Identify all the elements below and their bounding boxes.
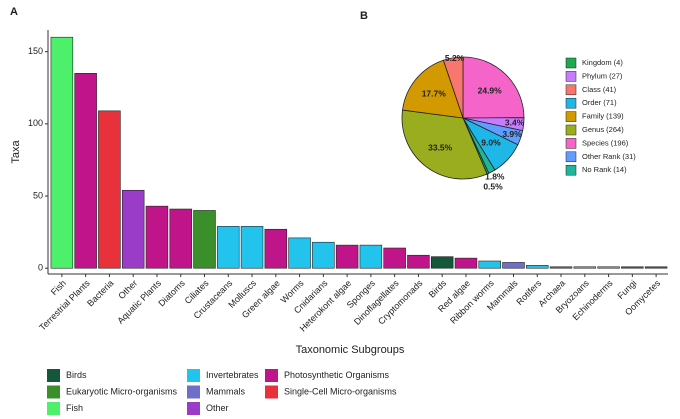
bar	[169, 208, 192, 269]
bar	[193, 210, 216, 269]
legend-label: Class (41)	[582, 85, 617, 94]
bar	[288, 237, 311, 269]
pie-value-label: 3.4%	[505, 118, 525, 128]
legend-swatch	[565, 138, 577, 149]
legend-swatch	[187, 385, 200, 399]
legend-swatch	[565, 164, 577, 176]
legend-label: Family (139)	[582, 112, 624, 121]
bar	[74, 73, 97, 269]
bar	[264, 228, 288, 269]
legend-swatch	[565, 57, 577, 69]
bar	[549, 266, 573, 269]
bar	[121, 189, 145, 269]
bar	[312, 241, 335, 269]
legend-swatch	[265, 385, 278, 399]
bar	[621, 266, 644, 269]
pie-value-label: 3.9%	[502, 129, 522, 139]
bar	[502, 262, 525, 269]
legend-label: Fish	[66, 403, 83, 413]
legend-label: Other Rank (31)	[582, 152, 636, 161]
bar	[50, 36, 74, 269]
legend-swatch	[565, 151, 577, 163]
legend-swatch	[47, 402, 60, 415]
bar	[359, 244, 383, 269]
legend-swatch	[565, 71, 577, 82]
pie-value-label: 33.5%	[428, 142, 453, 152]
legend-swatch	[565, 111, 577, 122]
legend-swatch	[565, 97, 577, 109]
y-tick-label: 0	[38, 263, 43, 273]
legend-label: Species (196)	[582, 138, 629, 147]
pie-slice	[442, 56, 464, 119]
pie-slice	[402, 59, 464, 119]
pie-value-label: 9.0%	[481, 138, 501, 148]
y-tick-label: 100	[28, 118, 43, 128]
bar	[407, 254, 430, 269]
bar	[217, 226, 240, 269]
panel-label: B	[360, 10, 368, 22]
y-axis-title: Taxa	[10, 140, 22, 164]
pie-value-label: 5.2%	[445, 53, 465, 63]
legend-label: Single-Cell Micro-organisms	[284, 386, 397, 396]
panel-label: A	[10, 6, 18, 18]
legend-swatch	[187, 369, 200, 382]
legend-label: No Rank (14)	[582, 165, 627, 174]
legend-swatch	[47, 369, 60, 382]
legend-label: Phylum (27)	[582, 71, 623, 80]
pie-slice	[401, 109, 488, 180]
y-tick-label: 50	[33, 190, 43, 200]
legend-label: Eukaryotic Micro-organisms	[66, 386, 178, 396]
pie-value-label: 1.8%	[485, 171, 505, 181]
y-tick-label: 150	[28, 46, 43, 56]
bar	[383, 247, 406, 269]
bar	[98, 110, 121, 269]
bar	[454, 257, 478, 269]
legend-swatch	[565, 84, 577, 96]
bar	[335, 244, 359, 269]
pie-value-label: 0.5%	[483, 181, 503, 191]
bar	[145, 205, 169, 269]
legend-swatch	[565, 124, 577, 136]
legend-swatch	[187, 402, 200, 415]
bar	[597, 266, 620, 269]
bar	[430, 256, 454, 269]
legend-label: Photosynthetic Organisms	[284, 370, 390, 380]
legend-swatch	[47, 385, 60, 399]
pie-value-label: 24.9%	[478, 85, 503, 95]
legend-label: Invertebrates	[206, 370, 259, 380]
legend-label: Mammals	[206, 386, 246, 396]
legend-label: Kingdom (4)	[582, 58, 623, 67]
bar	[526, 265, 549, 269]
legend-label: Order (71)	[582, 98, 617, 107]
pie-slice	[462, 56, 525, 119]
legend-label: Genus (264)	[582, 125, 624, 134]
legend-swatch	[265, 369, 278, 382]
pie-value-label: 17.7%	[422, 88, 447, 98]
bar	[644, 266, 668, 269]
bar	[240, 226, 264, 269]
bar	[573, 266, 597, 269]
legend-label: Other	[206, 403, 229, 413]
bar	[478, 260, 501, 269]
legend-label: Birds	[66, 370, 87, 380]
x-axis-title: Taxonomic Subgroups	[296, 344, 405, 356]
